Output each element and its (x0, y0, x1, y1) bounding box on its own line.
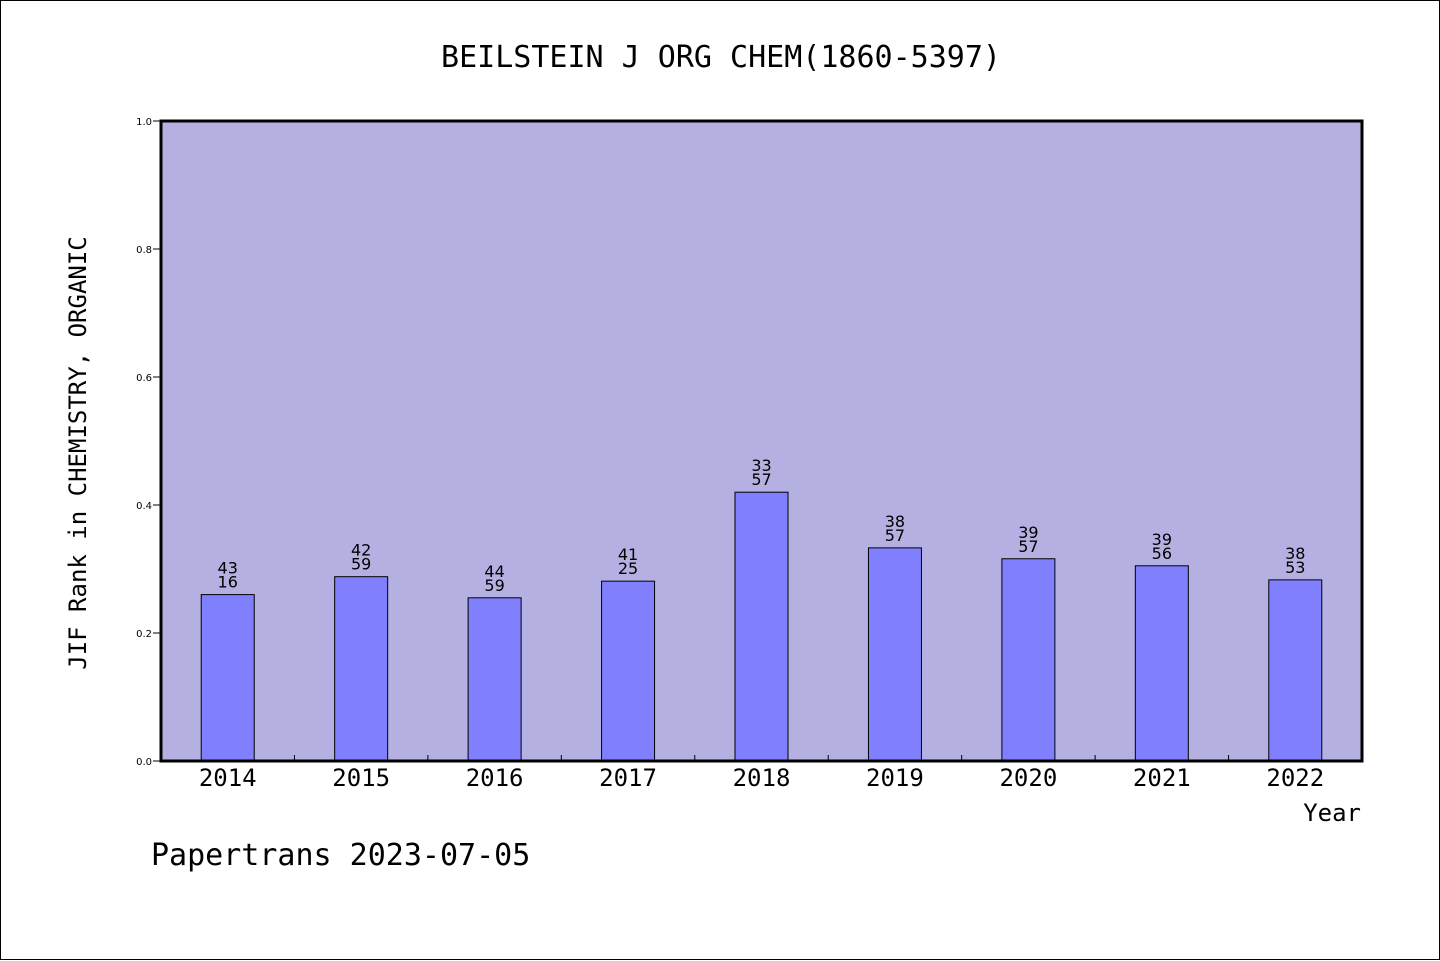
bar-label-bottom-2021: 56 (1152, 544, 1172, 563)
x-tick-label-2016: 2016 (466, 764, 524, 792)
y-axis-ticks: 0.0 0.2 0.4 0.6 0.8 1.0 (136, 117, 161, 768)
bar-label-top-2020: 39 (1018, 523, 1038, 542)
bar-label-bottom-2015: 59 (351, 555, 371, 574)
x-tick-label-2017: 2017 (599, 764, 657, 792)
y-axis-label: JIF Rank in CHEMISTRY, ORGANIC (64, 236, 92, 669)
footer-text: Papertrans 2023-07-05 (151, 838, 530, 873)
bar-2020 (1001, 558, 1056, 762)
bar-2018 (734, 491, 789, 762)
bar-label-top-2015: 42 (351, 541, 371, 560)
bar-label-top-2018: 33 (751, 456, 771, 475)
chart-title: BEILSTEIN J ORG CHEM(1860-5397) (441, 40, 1001, 75)
x-axis-ticks: 2014 2015 2016 2017 2018 2019 2020 2021 2022 (199, 755, 1324, 792)
y-tick-label: 1.0 (136, 117, 152, 128)
bar-label-top-2016: 44 (484, 562, 504, 581)
x-tick-label-2021: 2021 (1133, 764, 1191, 792)
bar-2019 (867, 547, 922, 762)
bar-label-bottom-2014: 16 (218, 573, 238, 592)
bar-label-top-2021: 39 (1152, 530, 1172, 549)
y-tick-label: 0.4 (136, 501, 152, 512)
bar-label-top-2014: 43 (218, 559, 238, 578)
x-tick-label-2014: 2014 (199, 764, 257, 792)
bar-2021 (1134, 565, 1189, 762)
bar-label-bottom-2022: 53 (1285, 558, 1305, 577)
bar-label-top-2017: 41 (618, 545, 638, 564)
x-tick-label-2015: 2015 (332, 764, 390, 792)
bar-label-top-2019: 38 (885, 512, 905, 531)
y-tick-label: 0.2 (136, 629, 152, 640)
y-tick-label: 0.8 (136, 245, 152, 256)
bar-label-bottom-2018: 57 (751, 470, 771, 489)
x-tick-label-2020: 2020 (999, 764, 1057, 792)
bar-label-top-2022: 38 (1285, 544, 1305, 563)
bars-group (200, 491, 1323, 762)
bar-label-bottom-2017: 25 (618, 559, 638, 578)
y-tick-label: 0.0 (136, 757, 152, 768)
x-tick-label-2018: 2018 (733, 764, 791, 792)
y-tick-label: 0.6 (136, 373, 152, 384)
bar-2022 (1268, 579, 1323, 762)
bar-2014 (200, 594, 255, 762)
bar-2016 (467, 597, 522, 762)
bar-label-bottom-2019: 57 (885, 526, 905, 545)
x-axis-label: Year (1303, 799, 1361, 827)
bar-label-bottom-2020: 57 (1018, 537, 1038, 556)
bar-label-bottom-2016: 59 (484, 576, 504, 595)
x-tick-label-2019: 2019 (866, 764, 924, 792)
x-tick-label-2022: 2022 (1266, 764, 1324, 792)
bar-2017 (601, 580, 656, 762)
bar-2015 (334, 576, 389, 762)
plot-border (159, 119, 1364, 763)
